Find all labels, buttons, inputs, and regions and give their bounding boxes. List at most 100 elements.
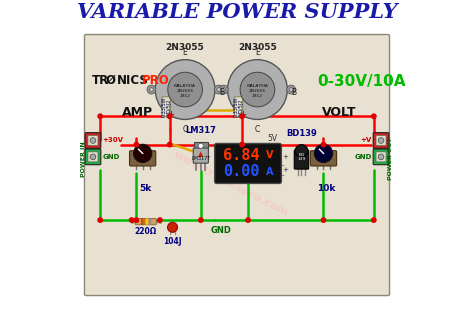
Circle shape bbox=[240, 114, 244, 118]
Text: E: E bbox=[255, 48, 260, 57]
FancyBboxPatch shape bbox=[294, 150, 309, 169]
FancyBboxPatch shape bbox=[376, 136, 386, 146]
Text: 104J: 104J bbox=[163, 237, 182, 246]
Text: VARIABLE POWER SUPPLY: VARIABLE POWER SUPPLY bbox=[77, 3, 397, 22]
Text: POWER OUT: POWER OUT bbox=[388, 137, 393, 180]
FancyBboxPatch shape bbox=[88, 136, 98, 146]
FancyBboxPatch shape bbox=[376, 152, 386, 162]
FancyBboxPatch shape bbox=[85, 133, 101, 149]
Text: +: + bbox=[282, 167, 288, 173]
Text: E: E bbox=[183, 48, 188, 57]
Circle shape bbox=[199, 218, 203, 222]
Circle shape bbox=[168, 72, 202, 107]
Circle shape bbox=[287, 85, 295, 94]
Circle shape bbox=[134, 144, 152, 162]
Text: +30V: +30V bbox=[102, 137, 123, 143]
FancyBboxPatch shape bbox=[215, 143, 282, 183]
Text: LM317: LM317 bbox=[185, 126, 216, 135]
Text: C: C bbox=[182, 125, 188, 134]
Text: 2N3055: 2N3055 bbox=[238, 43, 277, 52]
Circle shape bbox=[167, 114, 172, 118]
Text: LM317T: LM317T bbox=[191, 156, 210, 161]
Text: B: B bbox=[291, 88, 296, 97]
Circle shape bbox=[147, 85, 156, 94]
Circle shape bbox=[246, 218, 250, 222]
Circle shape bbox=[167, 222, 178, 232]
Text: 10k: 10k bbox=[318, 184, 336, 193]
FancyBboxPatch shape bbox=[84, 34, 390, 295]
Text: MALAYSIA: MALAYSIA bbox=[174, 84, 196, 88]
FancyBboxPatch shape bbox=[373, 133, 389, 149]
Text: 2N3055: 2N3055 bbox=[249, 89, 266, 93]
Text: www.tronicspro.com: www.tronicspro.com bbox=[172, 149, 290, 218]
FancyBboxPatch shape bbox=[129, 151, 156, 166]
Text: 2N3055: 2N3055 bbox=[166, 43, 204, 52]
Circle shape bbox=[134, 218, 138, 222]
FancyBboxPatch shape bbox=[162, 97, 170, 117]
Text: -: - bbox=[282, 173, 284, 179]
Text: C: C bbox=[255, 125, 260, 134]
Circle shape bbox=[240, 72, 275, 107]
Text: 1912: 1912 bbox=[180, 94, 191, 98]
FancyBboxPatch shape bbox=[135, 218, 156, 225]
Text: 2N3055: 2N3055 bbox=[177, 89, 193, 93]
Text: 1912: 1912 bbox=[252, 94, 263, 98]
Circle shape bbox=[217, 88, 220, 91]
Circle shape bbox=[228, 60, 287, 119]
Circle shape bbox=[167, 143, 172, 147]
Circle shape bbox=[321, 143, 326, 147]
Text: PRO: PRO bbox=[141, 74, 169, 87]
Text: V: V bbox=[265, 150, 273, 160]
Text: NICS: NICS bbox=[117, 74, 149, 87]
Text: +V: +V bbox=[360, 137, 372, 143]
Text: +: + bbox=[239, 110, 246, 119]
Text: GND: GND bbox=[211, 226, 232, 235]
Circle shape bbox=[98, 218, 102, 222]
Circle shape bbox=[90, 154, 96, 160]
Circle shape bbox=[134, 143, 138, 147]
Text: 5k: 5k bbox=[140, 184, 152, 193]
Circle shape bbox=[378, 138, 384, 143]
FancyBboxPatch shape bbox=[85, 149, 101, 165]
Text: 6.84: 6.84 bbox=[223, 148, 260, 163]
Text: 0.00: 0.00 bbox=[223, 164, 260, 179]
FancyBboxPatch shape bbox=[193, 148, 209, 163]
Text: BD
139: BD 139 bbox=[297, 153, 306, 161]
Text: GND: GND bbox=[354, 154, 372, 160]
FancyBboxPatch shape bbox=[88, 152, 98, 162]
Circle shape bbox=[219, 85, 228, 94]
Circle shape bbox=[222, 88, 226, 91]
FancyBboxPatch shape bbox=[310, 151, 337, 166]
Circle shape bbox=[150, 88, 153, 91]
Circle shape bbox=[198, 143, 203, 149]
Circle shape bbox=[155, 60, 215, 119]
FancyBboxPatch shape bbox=[235, 97, 243, 117]
Circle shape bbox=[90, 138, 96, 143]
Text: GND: GND bbox=[102, 154, 120, 160]
FancyBboxPatch shape bbox=[373, 149, 389, 165]
Text: +: + bbox=[282, 154, 288, 160]
Circle shape bbox=[372, 114, 376, 118]
Circle shape bbox=[321, 218, 326, 222]
Text: BD139: BD139 bbox=[286, 129, 317, 138]
Text: 0.33/5W
MΩ/5J2: 0.33/5W MΩ/5J2 bbox=[161, 97, 172, 117]
Text: AMP: AMP bbox=[122, 106, 154, 119]
Text: TR: TR bbox=[92, 74, 109, 87]
Text: Ø: Ø bbox=[106, 74, 116, 87]
Text: -: - bbox=[282, 162, 284, 168]
Text: VOLT: VOLT bbox=[322, 106, 356, 119]
Text: 0.33/5W
MΩ/5J2: 0.33/5W MΩ/5J2 bbox=[233, 97, 244, 117]
Circle shape bbox=[129, 218, 134, 222]
Text: +: + bbox=[167, 110, 174, 119]
Text: POWER IN: POWER IN bbox=[81, 141, 86, 177]
Circle shape bbox=[98, 114, 102, 118]
Circle shape bbox=[289, 88, 293, 91]
Text: 220Ω: 220Ω bbox=[135, 227, 157, 236]
Circle shape bbox=[378, 154, 384, 160]
Circle shape bbox=[158, 218, 162, 222]
Circle shape bbox=[372, 218, 376, 222]
Text: MALAYSIA: MALAYSIA bbox=[246, 84, 268, 88]
Circle shape bbox=[314, 144, 333, 162]
Text: 5V: 5V bbox=[268, 134, 278, 143]
Circle shape bbox=[214, 85, 223, 94]
